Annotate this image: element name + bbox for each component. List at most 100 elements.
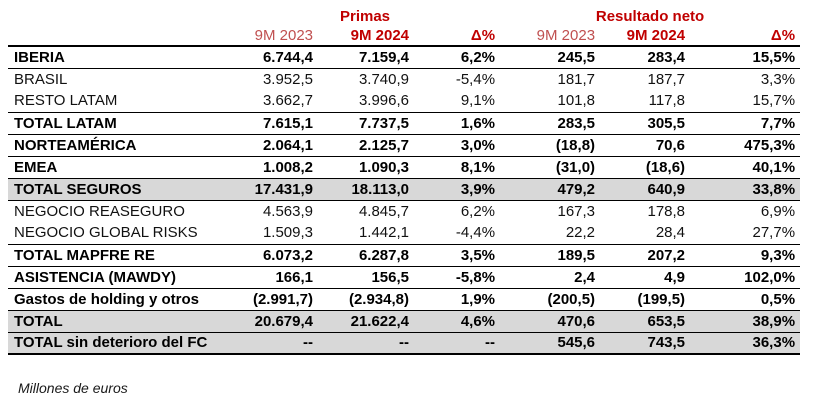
table-row: ASISTENCIA (MAWDY) 166,1 156,5 -5,8% 2,4 4,9 1… bbox=[8, 266, 801, 289]
row-label: Gastos de holding y otros bbox=[8, 288, 230, 311]
cell-value: 18.113,0 bbox=[318, 178, 414, 201]
cell-value: 1.509,3 bbox=[230, 222, 318, 245]
cell-value: 2,4 bbox=[500, 266, 601, 289]
row-label: NEGOCIO REASEGURO bbox=[14, 202, 185, 220]
cell-value: (199,5) bbox=[600, 288, 691, 311]
cell-value: -5,4% bbox=[455, 70, 496, 88]
cell-value: 181,7 bbox=[557, 70, 596, 88]
table-row: RESTO LATAM 3.662,7 3.996,6 9,1% 101,8 117,8 1… bbox=[8, 90, 801, 113]
table-row: NEGOCIO REASEGURO 4.563,9 4.845,7 6,2% 167,3… bbox=[8, 200, 800, 222]
cell-value: 33,8% bbox=[690, 178, 801, 201]
row-label: IBERIA bbox=[8, 46, 230, 69]
cell-value: 3,9% bbox=[414, 178, 501, 201]
cell-value: 6,9% bbox=[760, 202, 796, 220]
cell-value: 22,2 bbox=[500, 222, 601, 245]
cell-value: 4,6% bbox=[414, 310, 501, 333]
table-row: EMEA 1.008,2 1.090,3 8,1% (31,0) (18,6) 40,1% bbox=[8, 156, 801, 179]
cell-value: 17.431,9 bbox=[230, 178, 318, 201]
cell-value: 15,7% bbox=[690, 90, 801, 113]
row-label: TOTAL bbox=[8, 310, 230, 333]
cell-value: 207,2 bbox=[600, 244, 691, 267]
table-row: TOTAL LATAM 7.615,1 7.737,5 1,6% 283,5 305,5 7… bbox=[8, 112, 801, 135]
cell-value: 640,9 bbox=[600, 178, 691, 201]
cell-value: 479,2 bbox=[500, 178, 601, 201]
cell-value: 27,7% bbox=[690, 222, 801, 245]
cell-value: 6.744,4 bbox=[230, 46, 318, 69]
cell-value: (18,6) bbox=[600, 156, 691, 179]
col-header-resultado-9m2023: 9M 2023 bbox=[500, 26, 601, 47]
cell-value: 2.064,1 bbox=[230, 134, 318, 157]
group-header-row: Primas Resultado neto bbox=[8, 6, 800, 26]
table-row: TOTAL sin deterioro del FC -- -- -- 545,6 743… bbox=[8, 332, 801, 355]
col-header-resultado-9m2024: 9M 2024 bbox=[600, 26, 691, 47]
cell-value: 8,1% bbox=[414, 156, 501, 179]
cell-value: -- bbox=[318, 332, 414, 355]
cell-value: (200,5) bbox=[500, 288, 601, 311]
units-note: Millones de euros bbox=[18, 380, 128, 396]
cell-value: (2.934,8) bbox=[318, 288, 414, 311]
row-label: NORTEAMÉRICA bbox=[8, 134, 230, 157]
cell-value: 156,5 bbox=[318, 266, 414, 289]
table-row: TOTAL MAPFRE RE 6.073,2 6.287,8 3,5% 189,5 20… bbox=[8, 244, 801, 267]
cell-value: 653,5 bbox=[600, 310, 691, 333]
col-header-resultado-delta: Δ% bbox=[690, 26, 801, 47]
table-row: NEGOCIO GLOBAL RISKS 1.509,3 1.442,1 -4,4% 2… bbox=[8, 222, 801, 245]
cell-value: 7.737,5 bbox=[318, 112, 414, 135]
row-label: RESTO LATAM bbox=[8, 90, 230, 113]
row-label: ASISTENCIA (MAWDY) bbox=[8, 266, 230, 289]
cell-value: 3,3% bbox=[760, 70, 796, 88]
cell-value: 117,8 bbox=[600, 90, 691, 113]
cell-value: 20.679,4 bbox=[230, 310, 318, 333]
cell-value: 3,5% bbox=[414, 244, 501, 267]
column-header-row: 9M 2023 9M 2024 Δ% 9M 2023 9M 2024 Δ% bbox=[8, 26, 801, 47]
row-label: TOTAL LATAM bbox=[8, 112, 230, 135]
cell-value: (2.991,7) bbox=[230, 288, 318, 311]
col-header-primas-9m2024: 9M 2024 bbox=[318, 26, 414, 47]
col-header-primas-delta: Δ% bbox=[414, 26, 501, 47]
cell-value: 283,4 bbox=[600, 46, 691, 69]
cell-value: 40,1% bbox=[690, 156, 801, 179]
cell-value: 166,1 bbox=[230, 266, 318, 289]
cell-value: 187,7 bbox=[647, 70, 686, 88]
cell-value: 189,5 bbox=[500, 244, 601, 267]
table-row: BRASIL 3.952,5 3.740,9 -5,4% 181,7 187,7 3,3% bbox=[8, 68, 800, 90]
cell-value: 6,2% bbox=[414, 46, 501, 69]
cell-value: 4.563,9 bbox=[262, 202, 313, 220]
cell-value: 70,6 bbox=[600, 134, 691, 157]
cell-value: (31,0) bbox=[500, 156, 601, 179]
cell-value: 470,6 bbox=[500, 310, 601, 333]
cell-value: 9,3% bbox=[690, 244, 801, 267]
cell-value: 6.287,8 bbox=[318, 244, 414, 267]
cell-value: 9,1% bbox=[414, 90, 501, 113]
cell-value: 283,5 bbox=[500, 112, 601, 135]
group-header-resultado-neto: Resultado neto bbox=[595, 7, 705, 25]
cell-value: 38,9% bbox=[690, 310, 801, 333]
empty-corner-cell bbox=[8, 6, 230, 26]
cell-value: 102,0% bbox=[690, 266, 801, 289]
cell-value: 3,0% bbox=[414, 134, 501, 157]
cell-value: 475,3% bbox=[690, 134, 801, 157]
cell-value: 3.996,6 bbox=[318, 90, 414, 113]
group-header-primas: Primas bbox=[339, 7, 391, 25]
cell-value: 1.090,3 bbox=[318, 156, 414, 179]
cell-value: 3.662,7 bbox=[230, 90, 318, 113]
row-label: EMEA bbox=[8, 156, 230, 179]
row-label: TOTAL sin deterioro del FC bbox=[8, 332, 230, 355]
cell-value: 1,6% bbox=[414, 112, 501, 135]
table-row: TOTAL 20.679,4 21.622,4 4,6% 470,6 653,5 38,9% bbox=[8, 310, 801, 333]
cell-value: 7.615,1 bbox=[230, 112, 318, 135]
cell-value: 178,8 bbox=[647, 202, 686, 220]
cell-value: 2.125,7 bbox=[318, 134, 414, 157]
cell-value: 36,3% bbox=[690, 332, 801, 355]
cell-value: 4,9 bbox=[600, 266, 691, 289]
row-label: BRASIL bbox=[14, 70, 68, 88]
cell-value: 28,4 bbox=[600, 222, 691, 245]
cell-value: 245,5 bbox=[500, 46, 601, 69]
results-table: Primas Resultado neto 9M 2023 9M 2024 Δ%… bbox=[8, 6, 801, 355]
table-row: TOTAL SEGUROS 17.431,9 18.113,0 3,9% 479,2 64… bbox=[8, 178, 801, 201]
col-header-primas-9m2023: 9M 2023 bbox=[230, 26, 318, 47]
cell-value: 1.442,1 bbox=[318, 222, 414, 245]
cell-value: 545,6 bbox=[500, 332, 601, 355]
table-row: IBERIA 6.744,4 7.159,4 6,2% 245,5 283,4 15,5% bbox=[8, 46, 801, 69]
